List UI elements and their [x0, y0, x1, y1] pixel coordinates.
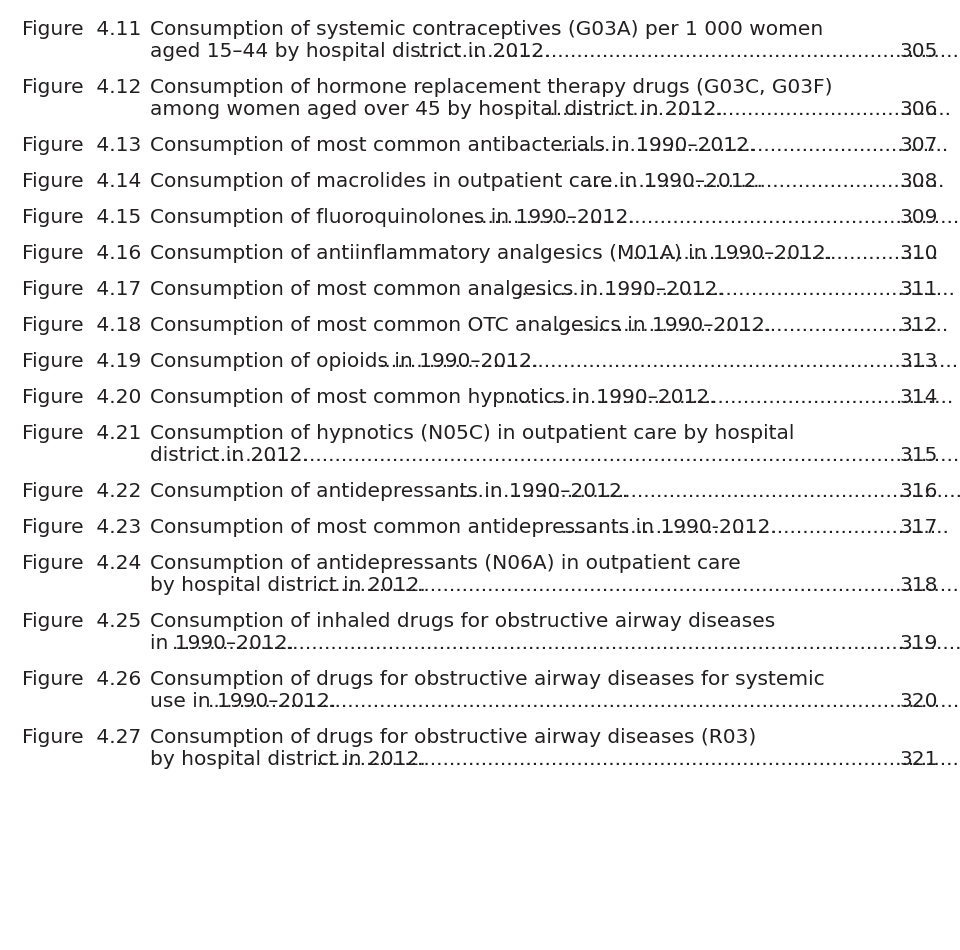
Text: Consumption of opioids in 1990–2012.: Consumption of opioids in 1990–2012. — [150, 352, 539, 371]
Text: aged 15–44 by hospital district in 2012.: aged 15–44 by hospital district in 2012. — [150, 42, 550, 61]
Text: Consumption of fluoroquinolones in 1990–2012.: Consumption of fluoroquinolones in 1990–… — [150, 208, 635, 227]
Text: ................................................................................: ........................................… — [172, 634, 960, 653]
Text: ................................................................................: ........................................… — [316, 576, 960, 595]
Text: Figure  4.19: Figure 4.19 — [22, 352, 141, 371]
Text: Consumption of most common antibacterials in 1990–2012.: Consumption of most common antibacterial… — [150, 136, 756, 155]
Text: Figure  4.23: Figure 4.23 — [22, 518, 141, 537]
Text: among women aged over 45 by hospital district in 2012.: among women aged over 45 by hospital dis… — [150, 100, 723, 119]
Text: Consumption of most common antidepressants in 1990-2012.: Consumption of most common antidepressan… — [150, 518, 777, 537]
Text: Figure  4.18: Figure 4.18 — [22, 316, 141, 335]
Text: Figure  4.11: Figure 4.11 — [22, 20, 141, 39]
Text: 307: 307 — [900, 136, 938, 155]
Text: ................................................................................: ........................................… — [379, 352, 960, 371]
Text: 305: 305 — [900, 42, 938, 61]
Text: 306: 306 — [900, 100, 938, 119]
Text: .............................................................: ........................................… — [561, 518, 950, 537]
Text: Consumption of hormone replacement therapy drugs (G03C, G03F): Consumption of hormone replacement thera… — [150, 78, 832, 97]
Text: ..............................................................: ........................................… — [554, 316, 949, 335]
Text: ......................................................................: ........................................… — [509, 388, 954, 407]
Text: Consumption of drugs for obstructive airway diseases (R03): Consumption of drugs for obstructive air… — [150, 728, 756, 747]
Text: district in 2012.: district in 2012. — [150, 446, 308, 465]
Text: Figure  4.26: Figure 4.26 — [22, 670, 141, 689]
Text: Consumption of most common hypnotics in 1990–2012.: Consumption of most common hypnotics in … — [150, 388, 715, 407]
Text: Figure  4.27: Figure 4.27 — [22, 728, 141, 747]
Text: 313: 313 — [900, 352, 938, 371]
Text: ................................................................................: ........................................… — [207, 446, 960, 465]
Text: 318: 318 — [900, 576, 938, 595]
Text: Figure  4.13: Figure 4.13 — [22, 136, 141, 155]
Text: .........................................................: ........................................… — [582, 172, 946, 191]
Text: Consumption of most common analgesics in 1990–2012.: Consumption of most common analgesics in… — [150, 280, 724, 299]
Text: ................................................................: ........................................… — [543, 100, 951, 119]
Text: Figure  4.15: Figure 4.15 — [22, 208, 141, 227]
Text: 317: 317 — [900, 518, 938, 537]
Text: 320: 320 — [900, 692, 938, 711]
Text: 311: 311 — [900, 280, 938, 299]
Text: Consumption of antidepressants in 1990–2012.: Consumption of antidepressants in 1990–2… — [150, 482, 628, 501]
Text: 308: 308 — [900, 172, 938, 191]
Text: Figure  4.24: Figure 4.24 — [22, 554, 141, 573]
Text: Figure  4.25: Figure 4.25 — [22, 612, 141, 631]
Text: ..............................................................................: ........................................… — [463, 208, 960, 227]
Text: Consumption of drugs for obstructive airway diseases for systemic: Consumption of drugs for obstructive air… — [150, 670, 825, 689]
Text: 314: 314 — [900, 388, 938, 407]
Text: .................................................: ........................................… — [627, 244, 940, 263]
Text: ................................................................................: ........................................… — [316, 750, 960, 769]
Text: .....................................................................: ........................................… — [516, 280, 955, 299]
Text: 309: 309 — [900, 208, 938, 227]
Text: Consumption of inhaled drugs for obstructive airway diseases: Consumption of inhaled drugs for obstruc… — [150, 612, 776, 631]
Text: Consumption of macrolides in outpatient care in 1990–2012.: Consumption of macrolides in outpatient … — [150, 172, 763, 191]
Text: 319: 319 — [900, 634, 938, 653]
Text: Consumption of most common OTC analgesics in 1990–2012.: Consumption of most common OTC analgesic… — [150, 316, 771, 335]
Text: by hospital district in 2012.: by hospital district in 2012. — [150, 576, 425, 595]
Text: 310: 310 — [900, 244, 938, 263]
Text: Consumption of antidepressants (N06A) in outpatient care: Consumption of antidepressants (N06A) in… — [150, 554, 741, 573]
Text: 315: 315 — [900, 446, 938, 465]
Text: ................................................................................: ........................................… — [207, 692, 960, 711]
Text: ..............................................................: ........................................… — [554, 136, 949, 155]
Text: Figure  4.14: Figure 4.14 — [22, 172, 141, 191]
Text: in 1990–2012.: in 1990–2012. — [150, 634, 294, 653]
Text: 312: 312 — [900, 316, 938, 335]
Text: Figure  4.20: Figure 4.20 — [22, 388, 141, 407]
Text: Figure  4.17: Figure 4.17 — [22, 280, 141, 299]
Text: Consumption of antiinflammatory analgesics (M01A) in 1990–2012.: Consumption of antiinflammatory analgesi… — [150, 244, 832, 263]
Text: use in 1990–2012.: use in 1990–2012. — [150, 692, 336, 711]
Text: Consumption of systemic contraceptives (G03A) per 1 000 women: Consumption of systemic contraceptives (… — [150, 20, 824, 39]
Text: by hospital district in 2012.: by hospital district in 2012. — [150, 750, 425, 769]
Text: 316: 316 — [900, 482, 938, 501]
Text: ................................................................................: ........................................… — [452, 482, 960, 501]
Text: 321: 321 — [900, 750, 938, 769]
Text: Figure  4.16: Figure 4.16 — [22, 244, 141, 263]
Text: ................................................................................: ........................................… — [418, 42, 960, 61]
Text: Figure  4.21: Figure 4.21 — [22, 424, 141, 443]
Text: Figure  4.22: Figure 4.22 — [22, 482, 141, 501]
Text: Consumption of hypnotics (N05C) in outpatient care by hospital: Consumption of hypnotics (N05C) in outpa… — [150, 424, 794, 443]
Text: Figure  4.12: Figure 4.12 — [22, 78, 141, 97]
